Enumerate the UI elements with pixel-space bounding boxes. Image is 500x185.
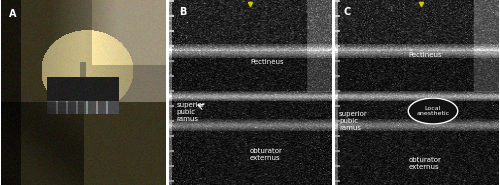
Text: B: B xyxy=(180,7,187,17)
Text: obturator
externus: obturator externus xyxy=(408,157,441,170)
Text: superior
pubic
ramus: superior pubic ramus xyxy=(339,111,368,131)
Text: Pectineus: Pectineus xyxy=(408,52,442,58)
Text: Pectineus: Pectineus xyxy=(250,59,284,65)
Ellipse shape xyxy=(408,98,458,124)
Text: obturator
externus: obturator externus xyxy=(250,148,283,161)
Text: C: C xyxy=(344,7,351,17)
Text: A: A xyxy=(9,9,17,19)
Text: superior
pubic
ramus: superior pubic ramus xyxy=(176,102,205,122)
Text: Local
anesthetic: Local anesthetic xyxy=(416,106,450,116)
